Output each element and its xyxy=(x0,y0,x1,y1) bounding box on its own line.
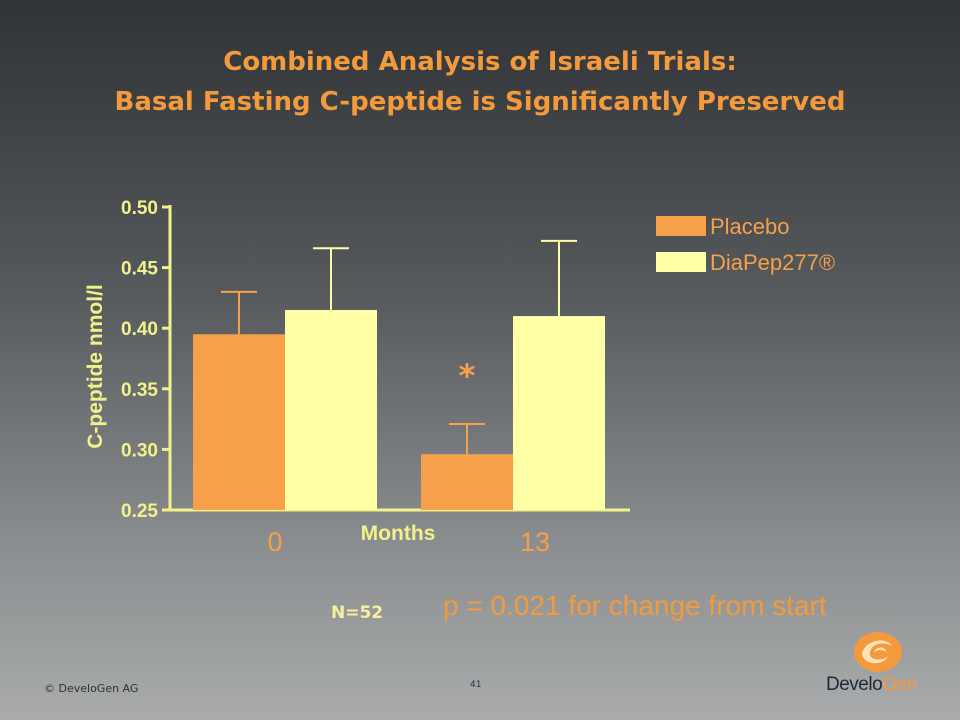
develogen-logo: DeveloGen xyxy=(826,628,936,698)
y-tick-label: 0.45 xyxy=(121,259,158,280)
legend-swatch-diapep xyxy=(656,252,706,272)
slide-title: Combined Analysis of Israeli Trials: Bas… xyxy=(0,42,960,122)
logo-text-gen: Gen xyxy=(882,674,917,695)
logo-wordmark: DeveloGen xyxy=(826,674,917,696)
x-category-label: 0 xyxy=(267,527,282,557)
y-tick-label: 0.35 xyxy=(121,380,158,401)
sample-size-label: N=52 xyxy=(331,603,384,623)
y-tick-label: 0.40 xyxy=(121,319,158,340)
x-axis-title: Months xyxy=(361,522,436,545)
title-line-2: Basal Fasting C-peptide is Significantly… xyxy=(114,87,846,117)
legend-swatch-placebo xyxy=(656,216,706,236)
bar-diapep-0 xyxy=(285,310,377,510)
logo-text-develo: Develo xyxy=(826,674,883,695)
title-line-1: Combined Analysis of Israeli Trials: xyxy=(223,47,737,77)
significance-asterisk: * xyxy=(459,357,476,395)
legend-label-placebo: Placebo xyxy=(710,214,790,239)
y-tick-label: 0.25 xyxy=(121,501,158,522)
p-value-note: p = 0.021 for change from start xyxy=(443,590,827,621)
copyright-text: © DeveloGen AG xyxy=(44,682,139,695)
x-category-label: 13 xyxy=(520,527,550,557)
bar-placebo-13 xyxy=(421,454,513,510)
develogen-swirl-icon xyxy=(854,632,902,672)
legend-label-diapep: DiaPep277® xyxy=(710,250,835,275)
y-axis-title: C-peptide nmol/l xyxy=(84,284,107,449)
page-number: 41 xyxy=(470,680,482,690)
y-tick-label: 0.50 xyxy=(121,198,158,219)
bar-placebo-0 xyxy=(193,334,285,510)
bar-diapep-13 xyxy=(513,316,605,510)
y-tick-label: 0.30 xyxy=(121,440,158,461)
